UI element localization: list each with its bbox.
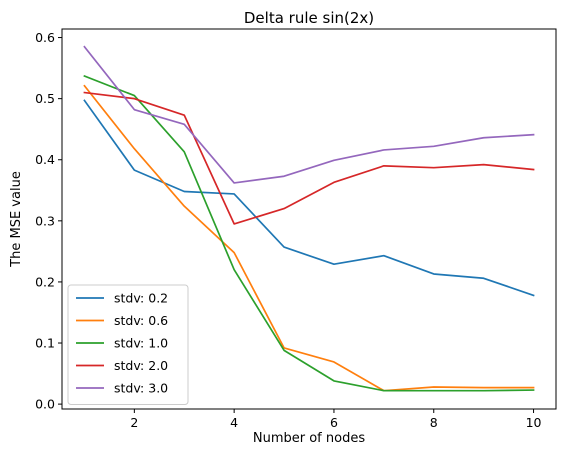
- x-tick-label: 10: [526, 415, 542, 430]
- series-line-4: [83, 45, 535, 184]
- x-tick-label: 6: [330, 415, 338, 430]
- plot-area: [61, 28, 557, 410]
- series-line-3: [83, 91, 535, 225]
- legend-label: stdv: 1.0: [114, 336, 168, 351]
- y-tick-label: 0.1: [35, 336, 55, 351]
- series-line-1: [83, 84, 535, 392]
- legend-label: stdv: 3.0: [114, 381, 168, 396]
- chart-title: Delta rule sin(2x): [244, 9, 374, 27]
- series-line-0: [83, 99, 535, 297]
- x-tick-label: 4: [230, 415, 238, 430]
- x-axis-label: Number of nodes: [253, 431, 365, 446]
- x-tick-label: 8: [430, 415, 438, 430]
- y-tick-label: 0.0: [35, 397, 55, 412]
- plot-frame: [61, 28, 557, 410]
- legend-label: stdv: 2.0: [114, 358, 168, 373]
- y-tick-label: 0.6: [35, 30, 55, 45]
- series-layer: [83, 45, 535, 392]
- legend-label: stdv: 0.6: [114, 313, 168, 328]
- y-tick-label: 0.4: [35, 152, 55, 167]
- legend-label: stdv: 0.2: [114, 291, 168, 306]
- x-axis: 2 4 6 8 10: [130, 409, 542, 430]
- y-axis: 0.0 0.1 0.2 0.3 0.4 0.5 0.6: [35, 30, 62, 412]
- y-tick-label: 0.5: [35, 91, 55, 106]
- series-line-2: [83, 74, 535, 392]
- legend-box: [67, 284, 189, 405]
- legend: stdv: 0.2 stdv: 0.6 stdv: 1.0 stdv: 2.0 stdv…: [67, 284, 189, 405]
- y-tick-label: 0.3: [35, 213, 55, 228]
- x-tick-label: 2: [130, 415, 138, 430]
- y-tick-label: 0.2: [35, 274, 55, 289]
- y-axis-label: The MSE value: [9, 171, 24, 268]
